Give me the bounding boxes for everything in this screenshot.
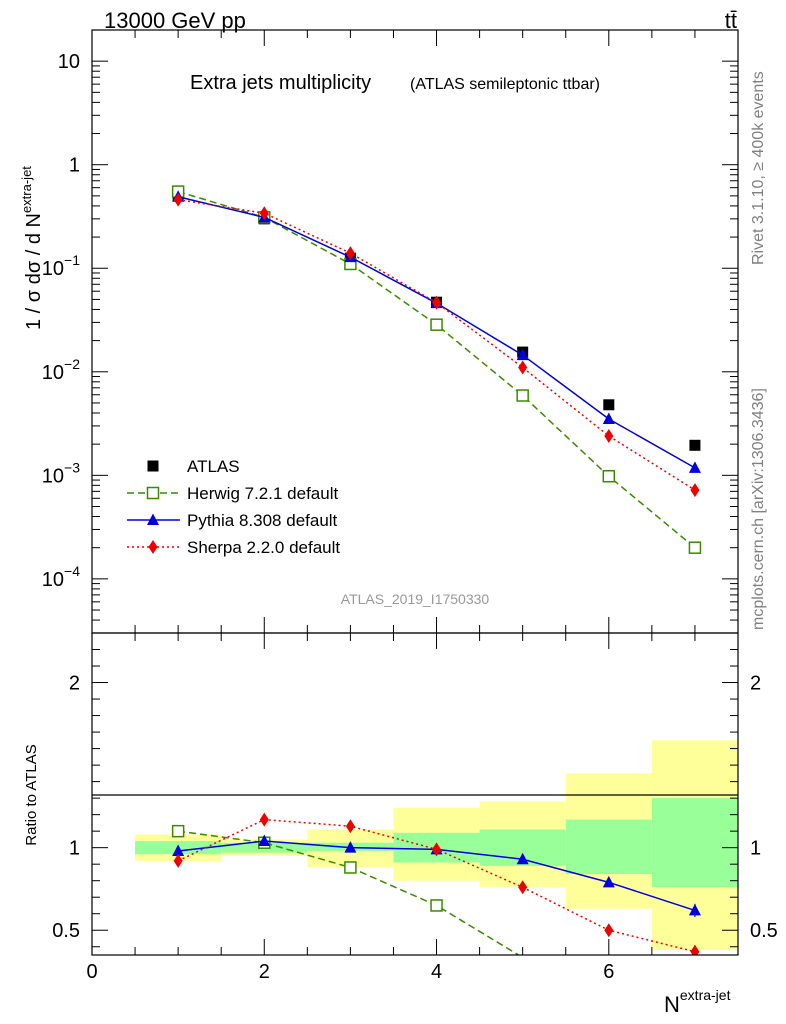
ratio-frame bbox=[91, 632, 739, 956]
point-sherpa bbox=[259, 206, 269, 221]
main-ytick-label: 1 bbox=[69, 155, 80, 177]
legend-item-atlas: ATLAS bbox=[147, 457, 240, 476]
ratio-point-pythia bbox=[688, 903, 701, 916]
point-herwig bbox=[430, 318, 443, 331]
xtick-label: 2 bbox=[259, 961, 270, 983]
ratio-point-herwig bbox=[171, 824, 185, 838]
point-sherpa bbox=[690, 483, 700, 498]
ratio-point-sherpa bbox=[259, 812, 269, 827]
ratio-series-sherpa bbox=[173, 812, 700, 955]
ratio-point-sherpa bbox=[173, 853, 183, 868]
point-atlas bbox=[689, 439, 701, 451]
ratio-series-group bbox=[171, 812, 701, 955]
series-sherpa bbox=[173, 192, 700, 498]
ratio-ytick-label-left: 1 bbox=[69, 838, 80, 860]
point-sherpa bbox=[345, 246, 355, 261]
ratio-point-sherpa bbox=[604, 923, 614, 938]
main-ylabel-main: 1 / σ dσ / d N bbox=[23, 213, 45, 330]
xtick-label: 6 bbox=[603, 961, 614, 983]
main-ytick-base: 10 bbox=[42, 465, 64, 487]
stat-uncertainty-band bbox=[565, 819, 652, 875]
main-series-group bbox=[171, 185, 702, 554]
xaxis-label-main: N bbox=[664, 992, 680, 1017]
analysis-watermark: ATLAS_2019_I1750330 bbox=[341, 591, 490, 607]
point-atlas bbox=[603, 399, 615, 411]
ratio-point-sherpa bbox=[690, 944, 700, 955]
ratio-point-herwig bbox=[344, 861, 357, 874]
process-label: tt̄ bbox=[725, 8, 737, 33]
legend-label-herwig: Herwig 7.2.1 default bbox=[187, 484, 338, 503]
ratio-point-pythia bbox=[602, 875, 615, 888]
main-ytick-base: 10 bbox=[42, 362, 64, 384]
ratio-axis-ticks: 0.5 0.5 1 1 2 2 0 2 4 6 bbox=[52, 632, 778, 983]
main-subtitle: (ATLAS semileptonic ttbar) bbox=[410, 76, 600, 93]
point-herwig bbox=[602, 469, 616, 483]
ratio-ytick-label-right: 0.5 bbox=[750, 920, 778, 942]
rivet-label: Rivet 3.1.10, ≥ 400k events bbox=[750, 71, 767, 265]
stat-uncertainty-band bbox=[651, 798, 738, 888]
ratio-point-pythia bbox=[344, 841, 357, 853]
legend-item-pythia: Pythia 8.308 default bbox=[127, 511, 338, 530]
ratio-point-sherpa bbox=[345, 819, 355, 834]
point-pythia bbox=[602, 412, 615, 424]
main-ytick-label: 10−4 bbox=[42, 563, 80, 591]
mcplots-label: mcplots.cern.ch [arXiv:1306.3436] bbox=[750, 388, 767, 630]
ratio-ytick-label-right: 2 bbox=[750, 673, 761, 695]
ratio-ytick-label-left: 0.5 bbox=[52, 920, 80, 942]
legend-marker-pythia bbox=[147, 513, 159, 525]
main-title: Extra jets multiplicity bbox=[190, 72, 371, 94]
energy-label: 13000 GeV pp bbox=[104, 8, 246, 33]
xaxis-label-sup: extra-jet bbox=[680, 987, 731, 1003]
main-ytick-label: 10−3 bbox=[42, 459, 80, 487]
point-sherpa bbox=[518, 360, 528, 375]
xtick-label: 0 bbox=[86, 961, 97, 983]
main-ytick-base: 10 bbox=[42, 569, 64, 591]
main-ytick-exp: −2 bbox=[64, 356, 80, 372]
main-ylabel-text: 1 / σ dσ / d Nextra-jet bbox=[19, 166, 45, 330]
ratio-point-herwig bbox=[430, 899, 443, 912]
ratio-ytick-label-left: 2 bbox=[69, 673, 80, 695]
ratio-panel: 0.5 0.5 1 1 2 2 0 2 4 6 Ratio to ATLAS Nextra-jet bbox=[23, 632, 778, 1017]
legend-label-pythia: Pythia 8.308 default bbox=[187, 511, 338, 530]
main-ytick-label: 10 bbox=[58, 51, 80, 73]
point-herwig bbox=[688, 541, 702, 554]
legend-item-herwig: Herwig 7.2.1 default bbox=[127, 484, 338, 503]
legend-marker-atlas bbox=[147, 460, 159, 472]
ratio-ylabel: Ratio to ATLAS bbox=[23, 744, 40, 845]
legend-marker-herwig bbox=[146, 486, 160, 500]
main-ytick-exp: −1 bbox=[64, 252, 80, 268]
ratio-point-sherpa bbox=[432, 842, 442, 857]
point-herwig bbox=[516, 389, 529, 402]
main-ylabel: 1 / σ dσ / d Nextra-jet bbox=[19, 166, 45, 330]
main-panel: Extra jets multiplicity (ATLAS semilepto… bbox=[19, 29, 739, 634]
legend-marker-sherpa bbox=[148, 540, 158, 554]
main-ylabel-sup: extra-jet bbox=[19, 166, 34, 213]
main-ytick-base: 10 bbox=[42, 258, 64, 280]
xaxis-label: Nextra-jet bbox=[664, 987, 731, 1017]
main-ytick-exp: −3 bbox=[64, 459, 80, 475]
point-sherpa bbox=[604, 428, 614, 443]
ratio-point-pythia bbox=[516, 852, 529, 865]
point-pythia bbox=[516, 348, 529, 361]
main-ytick-exp: −4 bbox=[64, 563, 80, 579]
xtick-label: 4 bbox=[431, 961, 442, 983]
ratio-point-pythia bbox=[258, 834, 271, 847]
main-ytick-label: 10−1 bbox=[42, 252, 80, 280]
legend-label-sherpa: Sherpa 2.2.0 default bbox=[187, 538, 340, 557]
point-sherpa bbox=[432, 295, 442, 310]
ratio-point-sherpa bbox=[518, 880, 528, 895]
legend-label-atlas: ATLAS bbox=[187, 457, 240, 476]
ratio-point-pythia bbox=[172, 844, 185, 856]
point-pythia bbox=[688, 461, 701, 473]
main-ytick-label: 10−2 bbox=[42, 356, 80, 384]
point-sherpa bbox=[173, 192, 183, 207]
legend: ATLAS Herwig 7.2.1 default Pythia 8.308 de… bbox=[127, 457, 340, 557]
legend-item-sherpa: Sherpa 2.2.0 default bbox=[127, 538, 340, 557]
ratio-ytick-label-right: 1 bbox=[750, 838, 761, 860]
